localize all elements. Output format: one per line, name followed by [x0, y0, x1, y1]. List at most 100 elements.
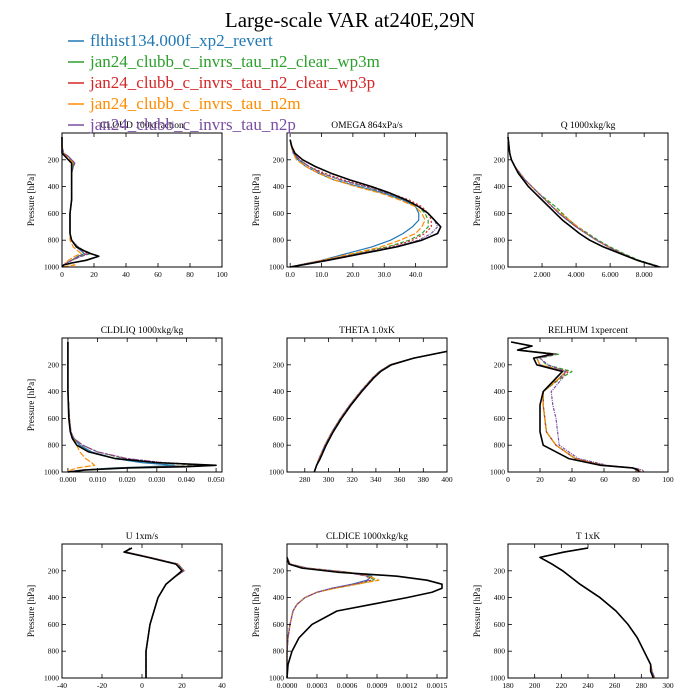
series-line-4 — [511, 341, 642, 473]
series-line-6 — [61, 137, 100, 268]
panel-title: RELHUM 1xpercent — [548, 326, 628, 336]
x-tick-label: 8.000 — [636, 270, 653, 279]
plot-frame — [61, 337, 223, 473]
x-tick-label: 0 — [506, 475, 510, 484]
y-tick-label: 400 — [273, 387, 285, 396]
y-tick-label: 1000 — [269, 468, 284, 477]
x-tick-label: 320 — [347, 475, 359, 484]
x-tick-label: 280 — [299, 475, 311, 484]
series-line-4 — [289, 139, 426, 268]
x-tick-label: 20.0 — [346, 270, 359, 279]
y-tick-label: 1000 — [490, 263, 505, 272]
series-line-6 — [313, 350, 448, 473]
x-tick-label: 0.020 — [119, 475, 136, 484]
series-line-6 — [123, 547, 183, 678]
x-tick-label: 80 — [632, 475, 640, 484]
y-axis-label: Pressure [hPa] — [472, 174, 482, 226]
x-tick-label: -40 — [57, 681, 67, 690]
plot-frame — [507, 337, 669, 473]
y-axis-label: Pressure [hPa] — [251, 174, 261, 226]
panel-6: RELHUM 1xpercent 0 20 40 60 80 100 200 400 600 800… — [490, 326, 674, 484]
panel-2: OMEGA 864xPa/s 0.0 10.0 20.0 30.0 40.0 200 400 6… — [251, 121, 448, 279]
x-tick-label: 400 — [441, 475, 453, 484]
series-line-2 — [507, 136, 662, 268]
x-tick-label: 60 — [154, 270, 162, 279]
plot-frame — [61, 132, 223, 268]
x-tick-label: 60 — [600, 475, 608, 484]
x-tick-label: 100 — [662, 475, 674, 484]
y-tick-label: 200 — [48, 155, 60, 164]
legend-entry: jan24_clubb_c_invrs_tau_n2_clear_wp3p — [89, 73, 375, 92]
panel-title: CLDICE 1000xkg/kg — [326, 532, 408, 542]
x-tick-label: 0.0 — [285, 270, 295, 279]
y-tick-label: 1000 — [490, 468, 505, 477]
x-tick-label: 340 — [370, 475, 382, 484]
series-line-6 — [67, 342, 217, 473]
x-tick-label: 0.010 — [89, 475, 106, 484]
panel-8: CLDICE 1000xkg/kg 0.0000 0.0003 0.0006 0.000… — [251, 532, 448, 690]
x-tick-label: 4.000 — [568, 270, 585, 279]
y-tick-label: 600 — [494, 209, 506, 218]
panel-title: CLOUD 100xfraction — [100, 120, 184, 131]
series-line-1 — [511, 341, 642, 473]
series-line-1 — [67, 342, 176, 473]
series-line-3 — [511, 341, 642, 473]
legend-entry: flthist134.000f_xp2_revert — [90, 31, 273, 50]
series-line-2 — [125, 547, 185, 678]
plot-frame — [507, 132, 669, 268]
plot-frame — [286, 337, 448, 473]
x-tick-label: 0.030 — [148, 475, 165, 484]
series-line-5 — [511, 341, 645, 473]
y-tick-label: 800 — [494, 236, 506, 245]
panel-title: Q 1000xkg/kg — [561, 121, 616, 131]
series-line-5 — [507, 136, 660, 268]
series-line-1 — [507, 136, 660, 268]
x-tick-label: 240 — [582, 681, 594, 690]
series-line-5 — [125, 547, 185, 678]
y-tick-label: 800 — [273, 236, 285, 245]
x-tick-label: 300 — [323, 475, 335, 484]
series-line-2 — [511, 341, 642, 473]
y-tick-label: 600 — [48, 620, 60, 629]
panel-title: CLDLIQ 1000xkg/kg — [101, 326, 184, 336]
x-tick-label: 260 — [609, 681, 621, 690]
x-tick-label: 40.0 — [409, 270, 422, 279]
y-tick-label: 400 — [48, 182, 60, 191]
series-line-6 — [286, 557, 443, 679]
x-tick-label: 20 — [536, 475, 544, 484]
x-tick-label: 2.000 — [534, 270, 551, 279]
panel-title: T 1xK — [576, 532, 601, 542]
x-tick-label: 0.000 — [59, 475, 76, 484]
y-tick-label: 1000 — [44, 263, 59, 272]
series-line-6 — [289, 139, 442, 268]
series-line-6 — [507, 136, 660, 268]
series-line-3 — [507, 136, 660, 268]
y-tick-label: 200 — [48, 360, 60, 369]
legend-entry: jan24_clubb_c_invrs_tau_n2p — [89, 115, 296, 134]
y-tick-label: 200 — [273, 566, 285, 575]
x-tick-label: 0.0015 — [427, 681, 448, 690]
series-line-2 — [67, 342, 202, 473]
x-tick-label: 360 — [394, 475, 406, 484]
x-tick-label: 40 — [218, 681, 226, 690]
panel-5: THETA 1.0xK 280 300 320 340 360 380 400 200 400 60… — [269, 326, 453, 484]
x-tick-label: 0.0009 — [367, 681, 388, 690]
y-tick-label: 800 — [273, 647, 285, 656]
x-tick-label: 200 — [529, 681, 541, 690]
y-tick-label: 200 — [494, 360, 506, 369]
panel-3: Q 1000xkg/kg 2.000 4.000 6.000 8.000 200 400 60… — [472, 121, 669, 279]
series-line-6 — [539, 547, 655, 679]
plot-frame — [61, 543, 223, 679]
series-line-3 — [286, 557, 372, 678]
series-line-5 — [286, 557, 370, 678]
x-tick-label: 0.0012 — [397, 681, 418, 690]
y-axis-label: Pressure [hPa] — [26, 174, 36, 226]
x-tick-label: 0.040 — [178, 475, 195, 484]
y-tick-label: 800 — [48, 647, 60, 656]
y-tick-label: 400 — [273, 593, 285, 602]
plot-frame — [507, 543, 669, 679]
x-tick-label: 20 — [90, 270, 98, 279]
series-line-4 — [125, 547, 185, 678]
x-tick-label: 30.0 — [378, 270, 391, 279]
y-axis-label: Pressure [hPa] — [26, 379, 36, 431]
